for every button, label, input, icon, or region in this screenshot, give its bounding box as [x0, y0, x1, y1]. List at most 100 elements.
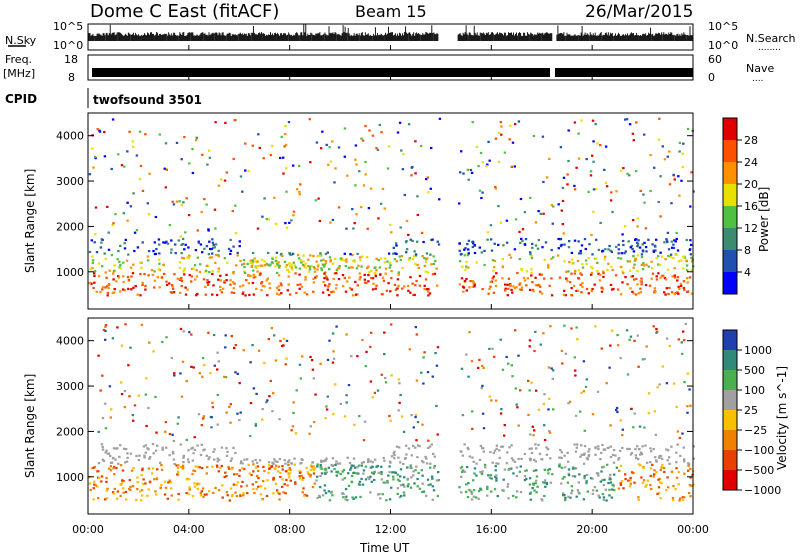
heatmap-cell [350, 355, 353, 358]
heatmap-cell [254, 422, 257, 426]
heatmap-cell [539, 290, 542, 293]
heatmap-cell [324, 284, 327, 287]
heatmap-cell [191, 148, 194, 151]
heatmap-cell [523, 211, 527, 214]
heatmap-cell [181, 243, 185, 246]
heatmap-cell [640, 256, 644, 259]
heatmap-cell [171, 287, 175, 290]
heatmap-cell [199, 243, 203, 246]
heatmap-cell [564, 352, 568, 355]
heatmap-cell [396, 294, 399, 297]
heatmap-cell [267, 471, 270, 474]
heatmap-cell [269, 379, 272, 383]
heatmap-cell [275, 260, 278, 264]
heatmap-cell [570, 327, 573, 330]
heatmap-cell [93, 466, 97, 469]
heatmap-cell [311, 368, 315, 371]
heatmap-cell [105, 497, 109, 500]
heatmap-cell [164, 430, 167, 433]
heatmap-cell [675, 461, 678, 464]
heatmap-cell [526, 277, 529, 280]
colorbar-segment [723, 228, 737, 250]
heatmap-cell [129, 488, 132, 491]
heatmap-cell [119, 444, 122, 447]
heatmap-cell [168, 282, 171, 285]
heatmap-cell [266, 399, 269, 402]
heatmap-cell [236, 372, 239, 375]
heatmap-cell [480, 387, 483, 390]
heatmap-cell [407, 284, 410, 287]
heatmap-cell [320, 267, 323, 270]
heatmap-cell [292, 401, 295, 404]
heatmap-cell [183, 136, 186, 139]
heatmap-cell [483, 263, 486, 267]
heatmap-cell [480, 472, 484, 476]
heatmap-cell [309, 475, 312, 478]
heatmap-cell [398, 255, 401, 258]
heatmap-cell [630, 407, 633, 410]
heatmap-cell [179, 291, 182, 294]
heatmap-cell [331, 457, 335, 460]
heatmap-cell [633, 481, 636, 484]
heatmap-cell [219, 467, 222, 470]
heatmap-cell [388, 261, 392, 264]
heatmap-cell [238, 419, 241, 422]
heatmap-cell [528, 457, 532, 460]
heatmap-cell [635, 121, 638, 124]
heatmap-cell [224, 376, 228, 379]
heatmap-cell [542, 180, 545, 184]
heatmap-cell [676, 443, 679, 446]
heatmap-cell [566, 173, 569, 176]
heatmap-cell [98, 476, 101, 480]
heatmap-cell [517, 424, 520, 427]
heatmap-cell [180, 204, 183, 207]
heatmap-cell [252, 463, 255, 466]
heatmap-cell [203, 364, 206, 367]
heatmap-cell [188, 274, 191, 277]
heatmap-cell [316, 496, 319, 500]
heatmap-cell [172, 291, 176, 294]
colorbar-tick-label: 4 [744, 266, 751, 279]
heatmap-cell [331, 361, 335, 364]
heatmap-cell [113, 465, 116, 469]
heatmap-cell [236, 254, 239, 257]
heatmap-cell [665, 278, 668, 281]
heatmap-cell [481, 288, 484, 291]
heatmap-cell [104, 286, 107, 289]
heatmap-cell [164, 421, 168, 424]
heatmap-cell [341, 470, 344, 473]
heatmap-cell [89, 268, 92, 271]
heatmap-cell [422, 382, 425, 385]
nsky-label: N.Sky [5, 34, 37, 47]
heatmap-cell [105, 476, 108, 480]
heatmap-cell [94, 155, 97, 158]
heatmap-cell [212, 491, 215, 494]
heatmap-cell [141, 469, 144, 472]
beam-label: Beam 15 [355, 2, 427, 21]
heatmap-cell [143, 454, 146, 457]
heatmap-cell [458, 249, 461, 252]
heatmap-cell [609, 344, 612, 347]
heatmap-cell [177, 239, 180, 242]
heatmap-cell [388, 266, 391, 269]
heatmap-cell [543, 481, 547, 484]
heatmap-cell [171, 433, 174, 436]
heatmap-cell [91, 261, 95, 265]
heatmap-cell [564, 496, 567, 499]
heatmap-cell [325, 471, 328, 474]
heatmap-cell [421, 490, 424, 494]
heatmap-cell [480, 251, 483, 254]
heatmap-cell [319, 362, 322, 365]
heatmap-cell [648, 284, 652, 287]
heatmap-cell [123, 242, 126, 245]
heatmap-cell [573, 272, 577, 275]
heatmap-cell [685, 264, 689, 267]
heatmap-cell [149, 456, 152, 459]
heatmap-cell [559, 146, 563, 149]
heatmap-cell [463, 443, 466, 446]
heatmap-cell [249, 361, 252, 364]
heatmap-cell [252, 387, 256, 390]
heatmap-cell [345, 227, 348, 230]
heatmap-cell [585, 378, 588, 381]
heatmap-cell [354, 280, 357, 283]
